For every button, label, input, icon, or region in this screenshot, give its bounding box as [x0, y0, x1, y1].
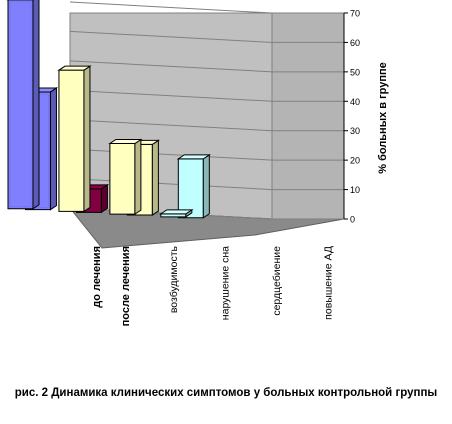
bar-before-2 [57, 65, 92, 213]
category-label-4: повышение АД [323, 246, 335, 320]
chart-gridlines [69, 1, 344, 220]
category-label-1: возбудимость [168, 245, 180, 313]
series-label-before: до лечения [91, 246, 103, 308]
gridline [69, 148, 273, 161]
x-axis-labels: до лечения после лечения возбудимость наруш… [91, 245, 335, 326]
bar-top [159, 209, 194, 215]
gridline [69, 1, 273, 14]
bar-side [202, 153, 210, 219]
y-tick-label: 40 [350, 97, 360, 107]
bar-top [57, 65, 92, 71]
bar-front [109, 142, 136, 215]
side-wall [271, 12, 345, 220]
bar-side [49, 87, 57, 211]
y-axis-ticks: 0 10 20 30 40 50 60 70 [343, 9, 360, 225]
y-tick-label: 50 [350, 67, 360, 77]
y-tick-label: 20 [350, 156, 360, 166]
bar-texture [9, 1, 32, 208]
bar-front [7, 0, 34, 210]
bar-front [58, 69, 85, 212]
bar-top [108, 138, 143, 144]
bar-after-4 [176, 153, 211, 219]
gridline [69, 119, 273, 132]
bar-front [177, 158, 204, 219]
bar-texture [26, 93, 49, 209]
chart-bars [6, 0, 211, 219]
category-label-2: нарушение сна [220, 246, 232, 320]
y-tick-label: 0 [350, 215, 355, 225]
series-label-after: после лечения [120, 246, 132, 326]
bar-before-3 [108, 138, 143, 216]
gridline [69, 60, 273, 73]
bar-side [100, 183, 108, 214]
gridline [69, 30, 273, 43]
bar-before-4 [159, 208, 194, 218]
bar-top [176, 154, 211, 160]
figure-caption: рис. 2 Динамика клинических симптомов у … [14, 387, 438, 399]
gridline [69, 178, 273, 191]
bar-before-1 [6, 0, 40, 210]
y-tick-label: 70 [350, 9, 360, 19]
y-axis-title: % больных в группе [377, 62, 389, 174]
category-label-3: сердцебиение [271, 246, 283, 316]
bar-side [134, 138, 142, 216]
y-tick-label: 10 [350, 185, 360, 195]
bar-side [83, 65, 91, 213]
bar-side [32, 0, 40, 210]
gridline [69, 89, 273, 102]
bar-side [151, 139, 159, 216]
y-tick-label: 30 [350, 126, 360, 136]
y-tick-label: 60 [350, 38, 360, 48]
